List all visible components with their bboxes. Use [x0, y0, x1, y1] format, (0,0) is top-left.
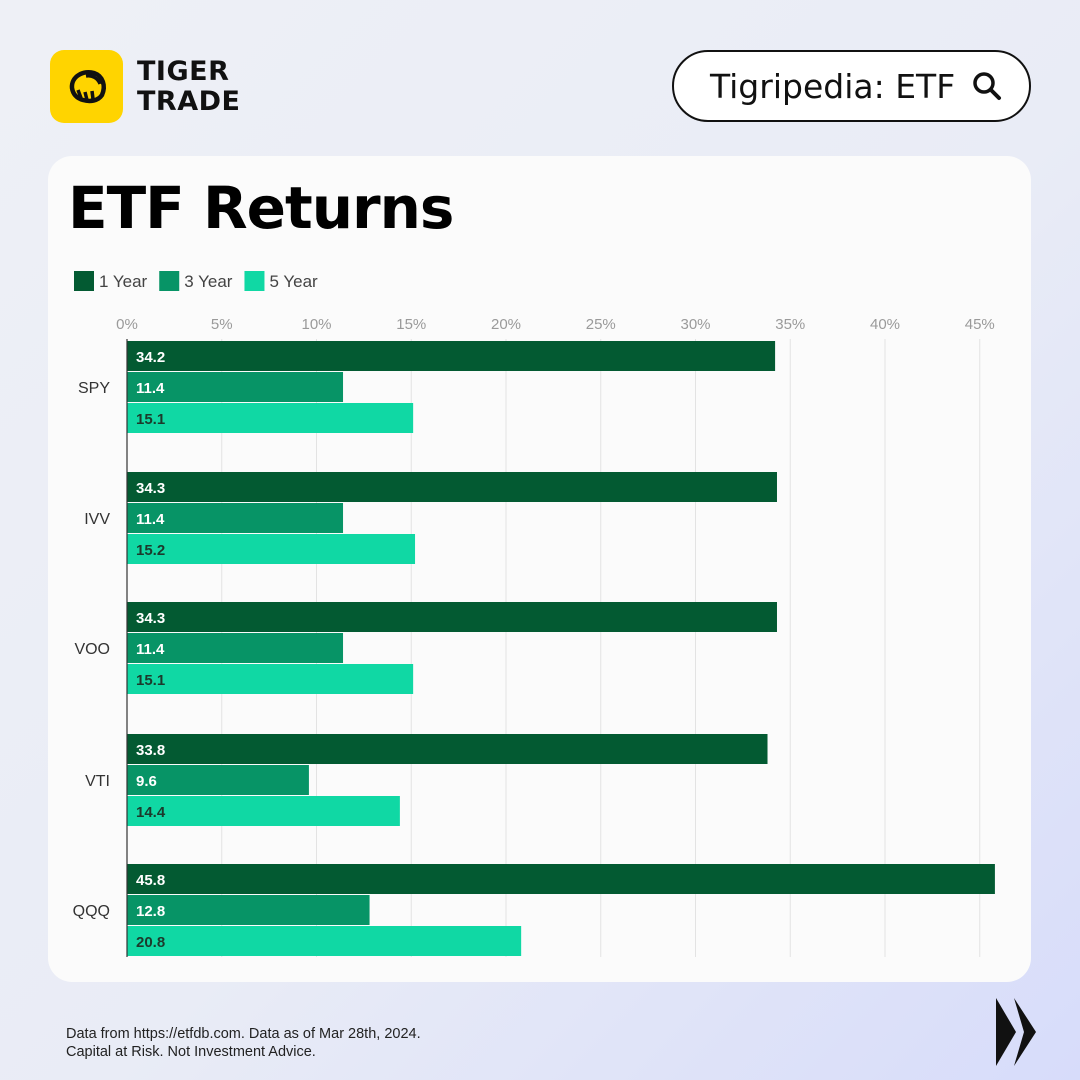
bar	[127, 472, 777, 502]
x-tick-label: 5%	[211, 316, 233, 333]
data-label: 11.4	[136, 641, 165, 658]
bar	[127, 926, 522, 956]
y-category-label: SPY	[78, 380, 110, 397]
bar	[127, 664, 414, 694]
bar	[127, 403, 414, 433]
data-label: 12.8	[136, 903, 165, 920]
legend-label: 1 Year	[99, 272, 148, 291]
footer-risk: Capital at Risk. Not Investment Advice.	[66, 1044, 316, 1060]
bar	[127, 633, 344, 663]
data-label: 11.4	[136, 380, 165, 397]
bar	[127, 864, 995, 894]
search-pill[interactable]: Tigripedia: ETF	[672, 50, 1031, 122]
footer-source: Data from https://etfdb.com. Data as of …	[66, 1026, 421, 1042]
legend-label: 5 Year	[269, 272, 318, 291]
data-label: 14.4	[136, 804, 166, 821]
data-label: 34.2	[136, 349, 165, 366]
data-label: 9.6	[136, 773, 157, 790]
card-title: ETF Returns	[68, 174, 454, 242]
brand-line-2: TRADE	[137, 85, 241, 117]
footer-disclaimer: Data from https://etfdb.com. Data as of …	[66, 1025, 421, 1061]
search-icon	[971, 70, 1003, 102]
data-label: 20.8	[136, 934, 165, 951]
bar	[127, 503, 344, 533]
bar	[127, 765, 309, 795]
tiger-trade-logo: TIGER TRADE	[50, 50, 240, 123]
x-tick-label: 45%	[965, 316, 995, 333]
x-tick-label: 15%	[396, 316, 426, 333]
data-label: 15.1	[136, 411, 165, 428]
y-category-label: VOO	[74, 641, 110, 658]
legend-swatch	[244, 271, 265, 291]
y-category-label: QQQ	[73, 903, 110, 920]
data-label: 15.1	[136, 672, 165, 689]
tiger-claw-icon	[50, 50, 123, 123]
etf-returns-chart: 0% 5% 10% 15% 20% 25% 30% 35% 40% 45% 1 Year 3 Year…	[73, 271, 995, 957]
x-tick-label: 10%	[301, 316, 331, 333]
legend-swatch	[159, 271, 180, 291]
legend-label: 3 Year	[184, 272, 233, 291]
bar	[127, 734, 768, 764]
bar	[127, 372, 344, 402]
data-label: 33.8	[136, 742, 165, 759]
brand-line-1: TIGER	[137, 55, 230, 87]
x-tick-label: 30%	[680, 316, 710, 333]
y-category-label: VTI	[85, 773, 110, 790]
brand-name: TIGER TRADE	[137, 55, 241, 117]
search-label: Tigripedia: ETF	[710, 66, 956, 106]
bar	[127, 796, 400, 826]
bar	[127, 895, 370, 925]
data-label: 11.4	[136, 511, 165, 528]
legend-swatch	[74, 271, 94, 291]
y-category-label: IVV	[84, 511, 110, 528]
x-tick-label: 40%	[870, 316, 900, 333]
data-label: 15.2	[136, 542, 165, 559]
data-label: 45.8	[136, 872, 165, 889]
brand-arrow-mark-icon	[996, 998, 1036, 1066]
x-tick-label: 0%	[116, 316, 138, 333]
x-tick-label: 35%	[775, 316, 805, 333]
bar	[127, 341, 776, 371]
x-tick-label: 25%	[586, 316, 616, 333]
chart-card: ETF Returns 0% 5% 10% 15% 20% 25% 30% 35% 40% 45%…	[48, 156, 1031, 982]
bar	[127, 534, 416, 564]
x-tick-label: 20%	[491, 316, 521, 333]
bar	[127, 602, 777, 632]
data-label: 34.3	[136, 610, 165, 627]
data-label: 34.3	[136, 480, 165, 497]
